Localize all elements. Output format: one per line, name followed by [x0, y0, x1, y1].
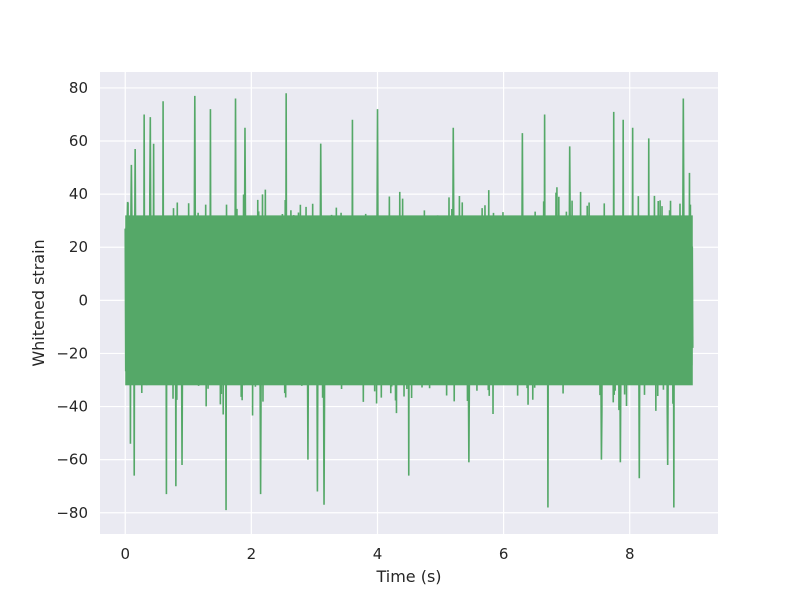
series-layer	[124, 93, 694, 511]
x-axis: 0 2 4 6 8	[120, 545, 634, 563]
y-tick-label: 80	[69, 79, 88, 97]
y-axis: −80 −60 −40 −20 0 20 40 60 80	[56, 79, 88, 522]
y-tick-label: −60	[56, 451, 88, 469]
y-tick-label: 20	[69, 238, 88, 256]
y-tick-label: −40	[56, 398, 88, 416]
y-tick-label: −20	[56, 344, 88, 362]
strain-dense-band	[125, 215, 693, 386]
y-axis-label: Whitened strain	[29, 239, 48, 366]
x-tick-label: 8	[625, 545, 635, 563]
x-tick-label: 4	[373, 545, 383, 563]
x-tick-label: 0	[120, 545, 130, 563]
y-tick-label: 0	[78, 291, 88, 309]
x-tick-label: 2	[247, 545, 257, 563]
x-axis-label: Time (s)	[375, 567, 441, 586]
y-tick-label: 60	[69, 132, 88, 150]
y-tick-label: 40	[69, 185, 88, 203]
y-tick-label: −80	[56, 504, 88, 522]
x-tick-label: 6	[499, 545, 509, 563]
